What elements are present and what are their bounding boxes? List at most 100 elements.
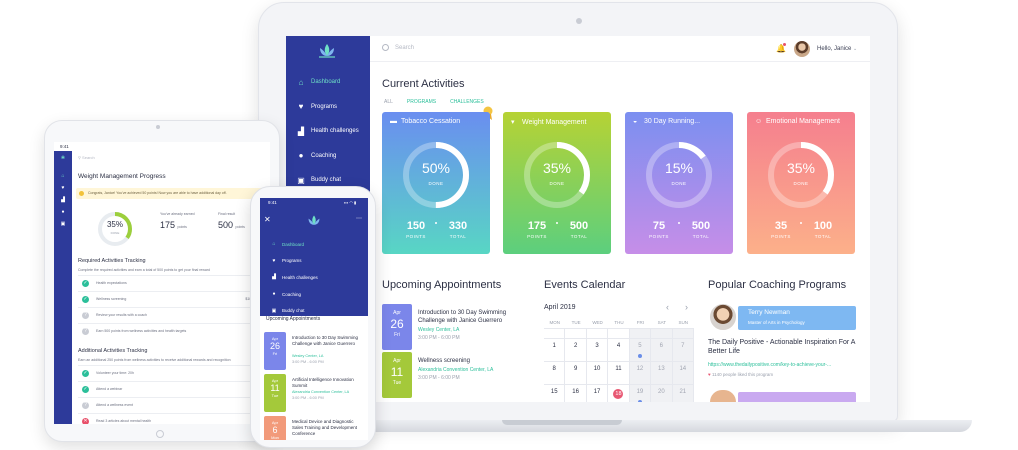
activity-card[interactable]: ◒ 30 Day Running... 15% DONE 75 POINTS 500 TOTA… [625,112,733,254]
sidebar-item-health-challenges[interactable]: ▟ Health challenges [286,119,370,144]
lotus-logo-icon[interactable]: ❀ [60,155,66,161]
appointment-item[interactable]: Apr 26 Fri Introduction to 30 Day Swimming … [382,304,532,350]
lotus-logo-icon[interactable] [316,42,338,60]
calendar-day[interactable]: 12 [629,362,652,384]
tracking-row[interactable]: ?Review your results with a coach$/50 [78,307,264,323]
sidebar-item-coaching[interactable]: ● Coaching [286,144,370,169]
calendar-day[interactable]: 5 [629,339,652,361]
search-input[interactable]: Search [382,44,414,51]
calendar-day[interactable] [651,329,673,338]
calendar-day[interactable] [544,329,566,338]
appointment-location[interactable]: Wesley Center, LA [418,327,460,333]
chevron-left-icon[interactable]: ‹ [666,302,669,312]
filter-tab-all[interactable]: ALL [384,99,393,105]
coaching-program-link[interactable]: https://www.thedailypositive.com/key-to-… [708,362,832,368]
calendar-day[interactable]: 7 [672,339,694,361]
calendar-day[interactable]: 18 [608,385,630,402]
calendar-day[interactable]: 13 [651,362,673,384]
activity-card[interactable]: ▬ Tobacco Cessation 50% DONE 150 POINTS 330 TOT… [382,112,490,254]
calendar-day[interactable] [565,329,587,338]
phone-clock: 9:41 [268,200,277,205]
chevron-right-icon[interactable]: › [685,302,688,312]
calendar-day[interactable]: 2 [565,339,587,361]
phone-status-icons: ▪▪▪ ◠ ▮ [344,200,357,205]
calendar-day[interactable]: 9 [565,362,587,384]
appointment-weekday: Tue [392,380,402,386]
tracking-row[interactable]: ✓Volunteer your time: 20h$0/50 [78,365,264,381]
calendar-day[interactable]: 1 [544,339,566,361]
coach-avatar[interactable] [708,302,738,332]
coaching-icon[interactable]: ● [61,209,65,215]
phone-appointment-time: 3:00 PM - 6:00 PM [292,396,324,400]
sidebar-item-buddy-chat[interactable]: ▣ Buddy chat [286,168,370,193]
heart-pulse-icon: ♥ [298,102,304,112]
tracking-row-text: Wellness screening [96,297,127,301]
filter-tab-programs[interactable]: PROGRAMS [406,99,437,105]
tablet-home-button[interactable] [156,430,164,438]
phone-appointment-item[interactable]: Apr 26 Fri Introduction to 30 Day Swimming … [264,332,366,370]
calendar-day[interactable] [629,329,652,338]
bell-icon[interactable]: 🔔 [776,44,786,53]
calendar-day[interactable] [587,329,609,338]
phone-appointment-item[interactable]: Apr 6 Mon Medical Device and Diagnostic Sal… [264,416,366,440]
calendar-day[interactable]: 20 [651,385,673,402]
coaching-program-title[interactable]: The Daily Positive - Actionable Inspirat… [708,339,856,355]
tracking-row[interactable]: ✓Attend a webinar$0/50 [78,381,264,397]
points-value: 150 [406,220,426,232]
calendar-day[interactable]: 17 [587,385,609,402]
sidebar-item-dashboard[interactable]: ⌂ Dashboard [286,70,370,95]
phone-nav-dashboard[interactable]: ⌂ Dashboard [260,236,318,253]
calendar-day[interactable]: 11 [608,362,630,384]
points-label: POINTS [527,234,547,239]
appointment-location[interactable]: Alexandria Convention Center, LA [418,367,494,373]
avatar[interactable] [794,41,810,57]
tracking-row[interactable]: ?Attend a wellness event$0/50 [78,397,264,413]
sidebar-item-programs[interactable]: ♥ Programs [286,95,370,120]
tracking-row[interactable]: ✕Read 3 articles about mental health$0/5… [78,413,264,424]
more-dots-icon[interactable]: ⋯ [356,216,362,222]
phone-appointment-location[interactable]: Wesley Center, LA [292,354,324,358]
calendar-day[interactable]: 6 [651,339,673,361]
tracking-row[interactable]: ✓Health expectations$5/50 [78,275,264,291]
calendar-day[interactable]: 4 [608,339,630,361]
tablet-search-input[interactable]: ⚲ Search [78,155,95,160]
calendar-day[interactable] [608,329,630,338]
heart-icon[interactable]: ♥ [708,372,711,377]
home-icon[interactable]: ⌂ [61,173,65,179]
calendar-day[interactable]: 3 [587,339,609,361]
user-menu[interactable]: Hello, Janice ⌄ [817,46,857,52]
check-icon: ✓ [82,280,89,287]
phone-nav-coaching[interactable]: ● Coaching [260,286,318,303]
phone-nav-health-challenges[interactable]: ▟ Health challenges [260,269,318,286]
tracking-row[interactable]: ✓Wellness screening$100/100 [78,291,264,307]
activity-card[interactable]: ▾ Weight Management 35% DONE 175 POINTS 500 TOT… [503,112,611,254]
calendar-day[interactable]: 19 [629,385,652,402]
calendar-day[interactable]: 21 [672,385,694,402]
chat-icon[interactable]: ▣ [60,221,66,227]
coach-avatar-2[interactable] [708,388,738,402]
activity-card[interactable]: ☺ Emotional Management 35% DONE 35 POINTS 100 T… [747,112,855,254]
heart-pulse-icon[interactable]: ♥ [61,185,65,191]
podium-icon[interactable]: ▟ [61,197,65,203]
tracking-row[interactable]: ? Earn 500 points from wellness activitie… [78,323,264,339]
appointment-item[interactable]: Apr 11 Tue Wellness screening Alexandria Con… [382,352,532,398]
calendar-day[interactable]: 16 [565,385,587,402]
appointment-month: Apr [393,310,401,316]
phone-nav-label: Buddy chat [282,308,305,314]
tracking-row-text: Attend a webinar [96,387,123,391]
calendar-day[interactable]: 8 [544,362,566,384]
phone-nav-programs[interactable]: ♥ Programs [260,253,318,270]
calendar-day[interactable]: 15 [544,385,566,402]
phone-nav-buddy-chat[interactable]: ▣ Buddy chat [260,302,318,319]
close-icon[interactable]: ✕ [264,215,271,224]
activity-card-title: ☺ Emotional Management [755,118,840,125]
calendar-day[interactable] [672,329,694,338]
calendar-day[interactable]: 14 [672,362,694,384]
appointment-month: Apr [271,336,279,341]
activity-done-label: DONE [428,181,444,186]
phone-appointment-location[interactable]: Alexandria Convention Center, LA [292,390,350,394]
filter-tab-challenges[interactable]: CHALLENGES [450,99,484,105]
calendar-day[interactable]: 10 [587,362,609,384]
phone-appointment-item[interactable]: Apr 11 Tue Artificial Intelligence Innovati… [264,374,366,412]
progress-ring [768,142,834,208]
